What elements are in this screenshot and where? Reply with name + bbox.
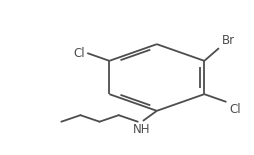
Text: NH: NH <box>132 123 150 136</box>
Text: Cl: Cl <box>73 47 84 60</box>
Text: Cl: Cl <box>229 103 240 116</box>
Text: Br: Br <box>221 34 234 47</box>
